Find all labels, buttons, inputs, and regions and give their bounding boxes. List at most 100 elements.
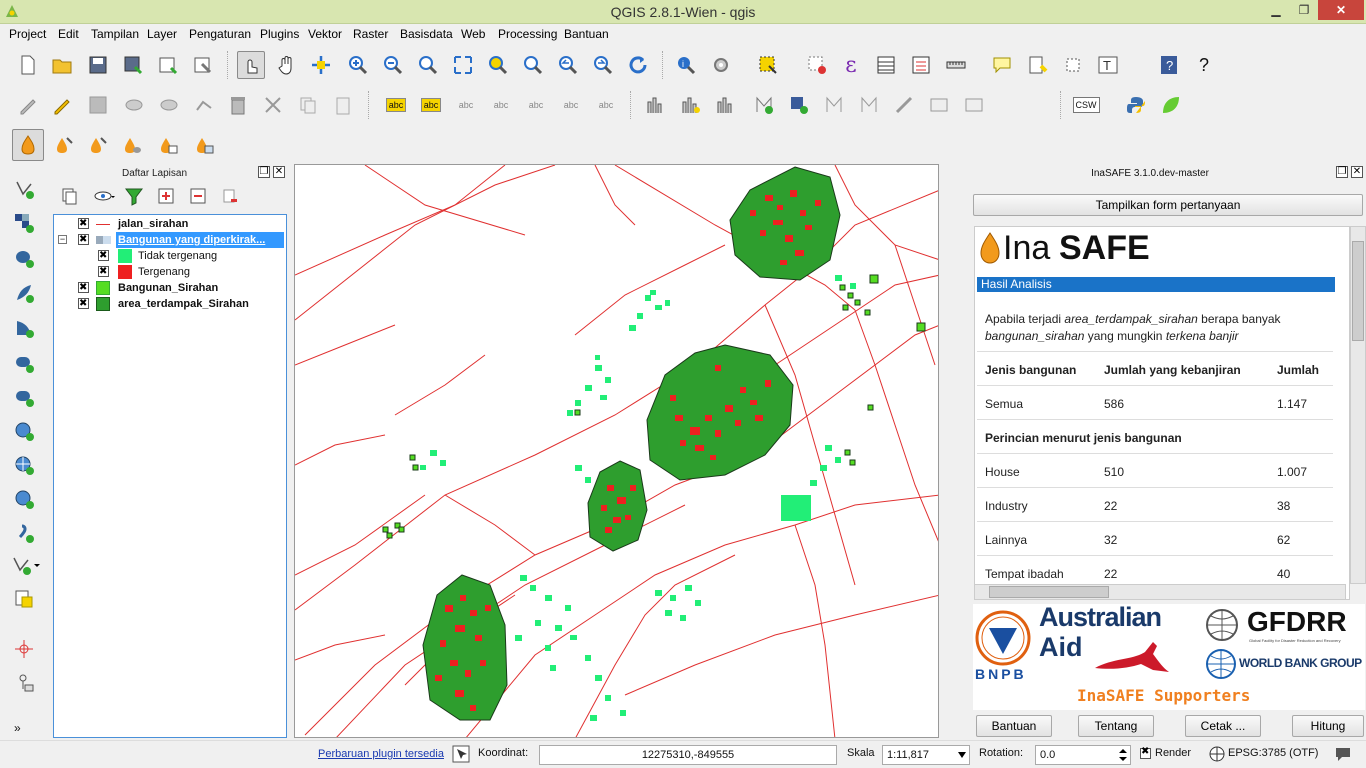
maximize-button[interactable]: ❐ bbox=[1298, 3, 1310, 17]
inasafe-panel-close-button[interactable]: ✕ bbox=[1351, 166, 1363, 178]
crs-globe-icon[interactable] bbox=[1209, 746, 1225, 762]
add-group-button[interactable] bbox=[56, 182, 84, 210]
crs-status[interactable]: EPSG:3785 (OTF) bbox=[1228, 747, 1319, 759]
category-visibility-checkbox[interactable] bbox=[98, 248, 109, 264]
python-console-button[interactable] bbox=[1122, 91, 1150, 119]
add-raster-button[interactable] bbox=[785, 91, 813, 119]
offset-curve-button[interactable] bbox=[925, 91, 953, 119]
field-calculator-button[interactable]: ε bbox=[837, 51, 865, 79]
new-print-composer-button[interactable] bbox=[154, 51, 182, 79]
new-vector-button[interactable] bbox=[750, 91, 778, 119]
add-wcs-layer-button[interactable] bbox=[10, 451, 38, 479]
add-db2-layer-button[interactable] bbox=[10, 383, 38, 411]
close-button[interactable]: ✕ bbox=[1318, 0, 1364, 20]
add-vector-layer-button[interactable] bbox=[10, 175, 38, 203]
layer-tree[interactable]: jalan_sirahan − Bangunan yang diperkirak… bbox=[53, 214, 287, 738]
label-properties-button[interactable]: abc bbox=[592, 91, 620, 119]
measure-button[interactable] bbox=[942, 51, 970, 79]
save-edits-button[interactable] bbox=[84, 91, 112, 119]
scale-combobox[interactable]: 1:11,817 bbox=[882, 745, 970, 765]
merge-features-button[interactable] bbox=[855, 91, 883, 119]
label-show-hide-button[interactable]: abc bbox=[452, 91, 480, 119]
menu-layer[interactable]: Layer bbox=[147, 27, 178, 41]
move-feature-button[interactable] bbox=[155, 91, 183, 119]
pan-map-button[interactable] bbox=[273, 51, 301, 79]
statistics-button[interactable] bbox=[907, 51, 935, 79]
results-horizontal-scrollbar[interactable] bbox=[974, 584, 1346, 600]
raster-histogram-button[interactable] bbox=[642, 91, 670, 119]
current-edits-button[interactable] bbox=[14, 91, 42, 119]
show-bookmarks-button[interactable] bbox=[1059, 51, 1087, 79]
menu-project[interactable]: Project bbox=[9, 27, 47, 41]
scrollbar-thumb[interactable] bbox=[989, 586, 1109, 598]
menu-vektor[interactable]: Vektor bbox=[308, 27, 343, 41]
deselect-button[interactable] bbox=[803, 51, 831, 79]
render-checkbox[interactable] bbox=[1140, 746, 1151, 759]
menu-web[interactable]: Web bbox=[461, 27, 486, 41]
menu-raster[interactable]: Raster bbox=[353, 27, 389, 41]
new-layer-dropdown-button[interactable] bbox=[6, 551, 46, 579]
run-analysis-button[interactable]: Hitung bbox=[1292, 715, 1364, 737]
delete-selected-button[interactable] bbox=[224, 91, 252, 119]
coordinate-field[interactable]: 12275310,-849555 bbox=[539, 745, 837, 765]
inasafe-keywords-button[interactable] bbox=[84, 131, 112, 159]
copy-features-button[interactable] bbox=[294, 91, 322, 119]
georeferencer-button[interactable] bbox=[1157, 91, 1185, 119]
zoom-in-button[interactable] bbox=[344, 51, 372, 79]
minimize-button[interactable]: ▁ bbox=[1271, 3, 1281, 17]
new-project-button[interactable] bbox=[14, 51, 42, 79]
reshape-button[interactable] bbox=[960, 91, 988, 119]
inasafe-dock-button[interactable] bbox=[12, 129, 44, 161]
layer-row-jalan[interactable]: jalan_sirahan bbox=[54, 216, 286, 232]
simplify-button[interactable] bbox=[890, 91, 918, 119]
text-annotation-button[interactable]: T bbox=[1094, 51, 1122, 79]
rotation-spinbox[interactable]: 0.0 bbox=[1035, 745, 1131, 765]
whats-this-button[interactable]: ? bbox=[1190, 51, 1218, 79]
help-button[interactable]: Bantuan bbox=[976, 715, 1052, 737]
category-visibility-checkbox[interactable] bbox=[98, 264, 109, 280]
inasafe-panel-float-button[interactable]: ❐ bbox=[1336, 166, 1348, 178]
digitize-crosshair-button[interactable] bbox=[10, 635, 38, 663]
expand-all-button[interactable] bbox=[152, 182, 180, 210]
run-action-button[interactable] bbox=[707, 51, 735, 79]
messages-icon[interactable] bbox=[1334, 746, 1352, 762]
touch-zoom-button[interactable] bbox=[237, 51, 265, 79]
full-histogram-button[interactable] bbox=[712, 91, 740, 119]
layer-visibility-checkbox[interactable] bbox=[78, 216, 89, 232]
add-wfs-layer-button[interactable] bbox=[10, 485, 38, 513]
label-move-button[interactable]: abc bbox=[487, 91, 515, 119]
remove-layer-button[interactable] bbox=[216, 182, 244, 210]
open-project-button[interactable] bbox=[48, 51, 76, 79]
zoom-to-selection-button[interactable] bbox=[484, 51, 512, 79]
manage-visibility-button[interactable] bbox=[90, 182, 118, 210]
inasafe-wizard-button[interactable] bbox=[50, 131, 78, 159]
attribute-table-button[interactable] bbox=[872, 51, 900, 79]
select-features-button[interactable] bbox=[754, 51, 782, 79]
save-as-button[interactable] bbox=[119, 51, 147, 79]
results-vertical-scrollbar[interactable] bbox=[1350, 226, 1366, 584]
layer-row-bangunan-sirahan[interactable]: Bangunan_Sirahan bbox=[54, 280, 286, 296]
layers-panel-close-button[interactable]: ✕ bbox=[273, 166, 285, 178]
csw-button[interactable]: CSW bbox=[1072, 91, 1100, 119]
identify-button[interactable]: i bbox=[672, 51, 700, 79]
map-canvas[interactable] bbox=[294, 164, 939, 738]
menu-plugins[interactable]: Plugins bbox=[260, 27, 300, 41]
menu-tampilan[interactable]: Tampilan bbox=[91, 27, 140, 41]
label-pin-button[interactable]: abc bbox=[417, 91, 445, 119]
layer-row-bangunan-diperkirakan[interactable]: − Bangunan yang diperkirak... bbox=[54, 232, 286, 248]
add-delimited-text-button[interactable] bbox=[10, 519, 38, 547]
zoom-next-button[interactable] bbox=[589, 51, 617, 79]
cut-features-button[interactable] bbox=[259, 91, 287, 119]
menu-bantuan[interactable]: Bantuan bbox=[564, 27, 609, 41]
layer-row-area-terdampak[interactable]: area_terdampak_Sirahan bbox=[54, 296, 286, 312]
inasafe-impact-merge-button[interactable] bbox=[154, 131, 182, 159]
composer-manager-button[interactable] bbox=[189, 51, 217, 79]
help-contents-button[interactable]: ? bbox=[1155, 51, 1183, 79]
menu-edit[interactable]: Edit bbox=[58, 27, 79, 41]
add-oracle-layer-button[interactable] bbox=[10, 349, 38, 377]
legend-row-tergenang[interactable]: Tergenang bbox=[54, 264, 286, 280]
add-spatialite-layer-button[interactable] bbox=[10, 279, 38, 307]
split-features-button[interactable] bbox=[820, 91, 848, 119]
menu-pengaturan[interactable]: Pengaturan bbox=[189, 27, 252, 41]
layer-visibility-checkbox[interactable] bbox=[78, 296, 89, 312]
